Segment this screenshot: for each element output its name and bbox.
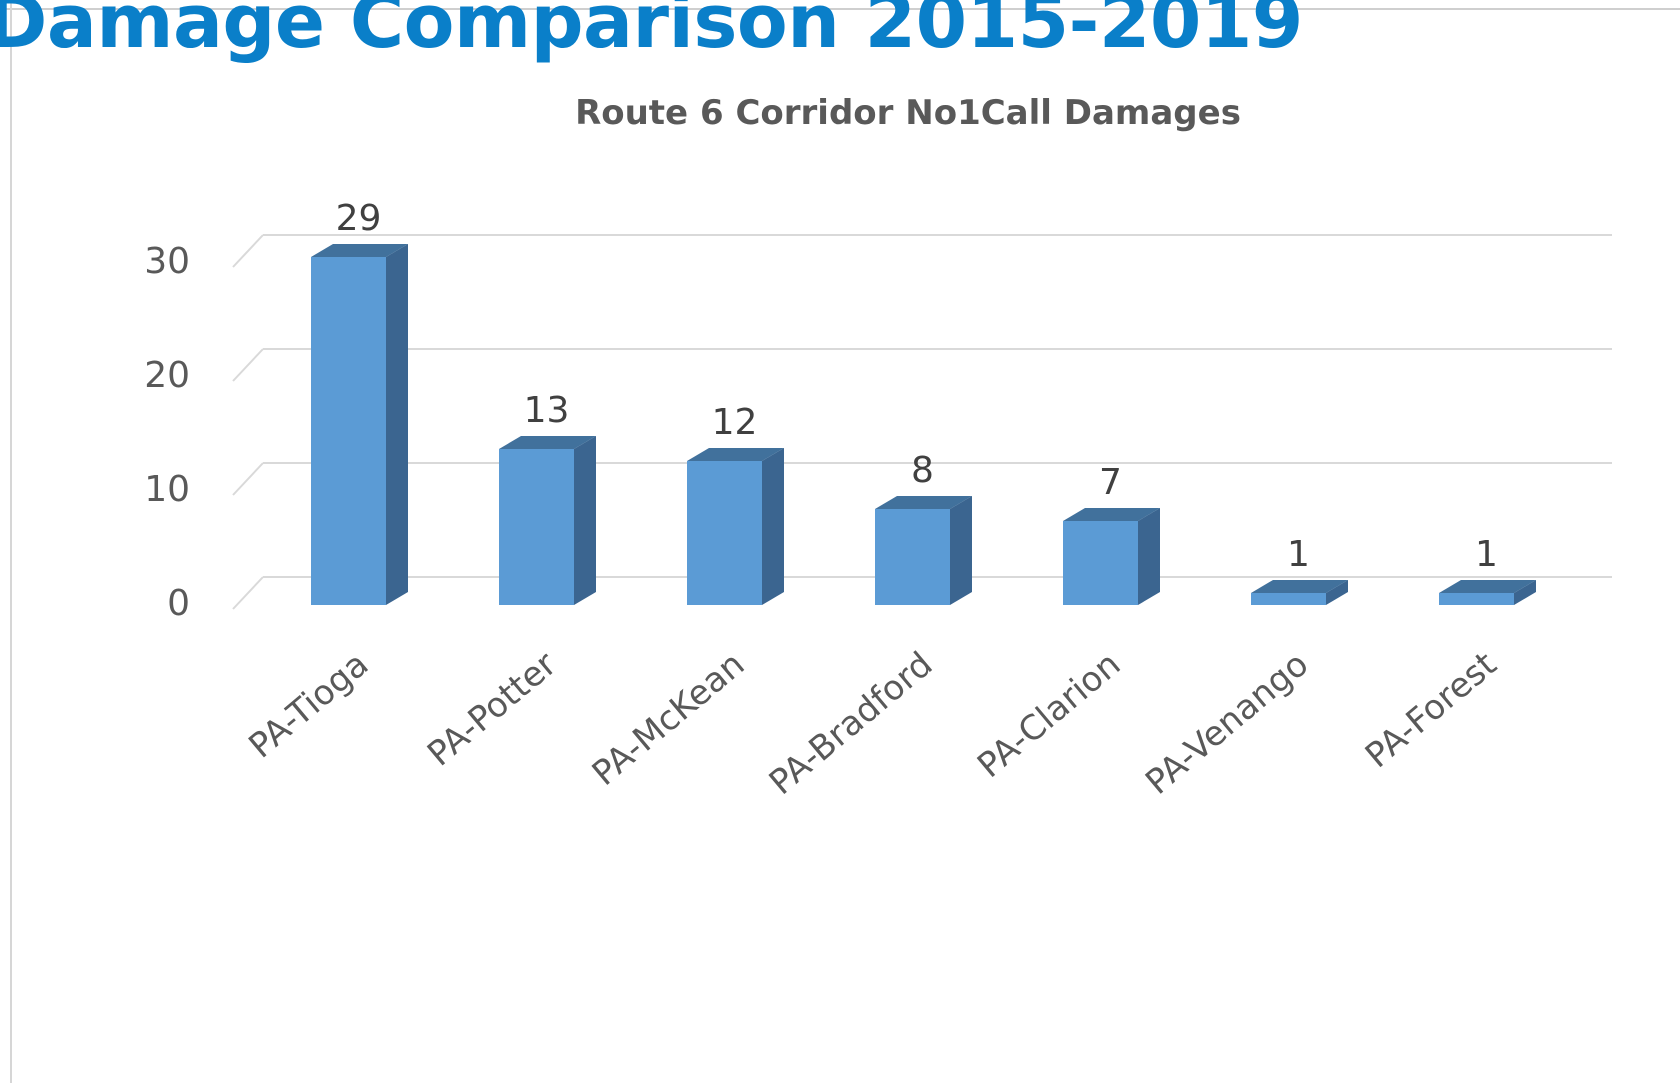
data-label: 13 [524,390,570,431]
y-tick-label: 0 [167,583,190,624]
data-label: 29 [336,198,382,239]
bars [311,244,1536,605]
y-tick-label: 10 [144,469,190,510]
data-label: 12 [712,402,758,443]
x-category-label: PA-McKean [585,644,752,794]
gridline-depth [232,576,264,610]
y-tick-label: 20 [144,355,190,396]
y-axis-ticks: 0 10 20 30 [144,241,190,624]
bar [1439,580,1536,605]
x-category-label: PA-Tioga [242,644,377,766]
data-label: 8 [911,450,934,491]
page-title: Damage Comparison 2015-2019 [0,0,1303,65]
bar [1251,580,1348,605]
chart-title: Route 6 Corridor No1Call Damages [575,93,1241,133]
bar [1063,508,1160,605]
x-category-label: PA-Potter [420,644,564,774]
gridline-depth [232,462,264,496]
left-divider [10,0,12,1083]
data-label: 1 [1287,534,1310,575]
gridline-depth [232,348,264,382]
bar [499,436,596,605]
bar [311,244,408,605]
gridline-depth [232,234,264,268]
x-category-label: PA-Bradford [762,644,940,803]
x-category-label: PA-Venango [1138,644,1316,803]
x-axis-categories: PA-Tioga PA-Potter PA-McKean PA-Bradford PA-… [242,644,1505,803]
data-labels: 29 13 12 8 7 1 1 [336,198,1498,575]
data-label: 7 [1099,462,1122,503]
top-divider [0,8,1680,10]
y-tick-label: 30 [144,241,190,282]
x-category-label: PA-Forest [1358,644,1504,776]
bar [687,448,784,605]
x-category-label: PA-Clarion [970,644,1128,786]
bar [875,496,972,605]
data-label: 1 [1475,534,1498,575]
